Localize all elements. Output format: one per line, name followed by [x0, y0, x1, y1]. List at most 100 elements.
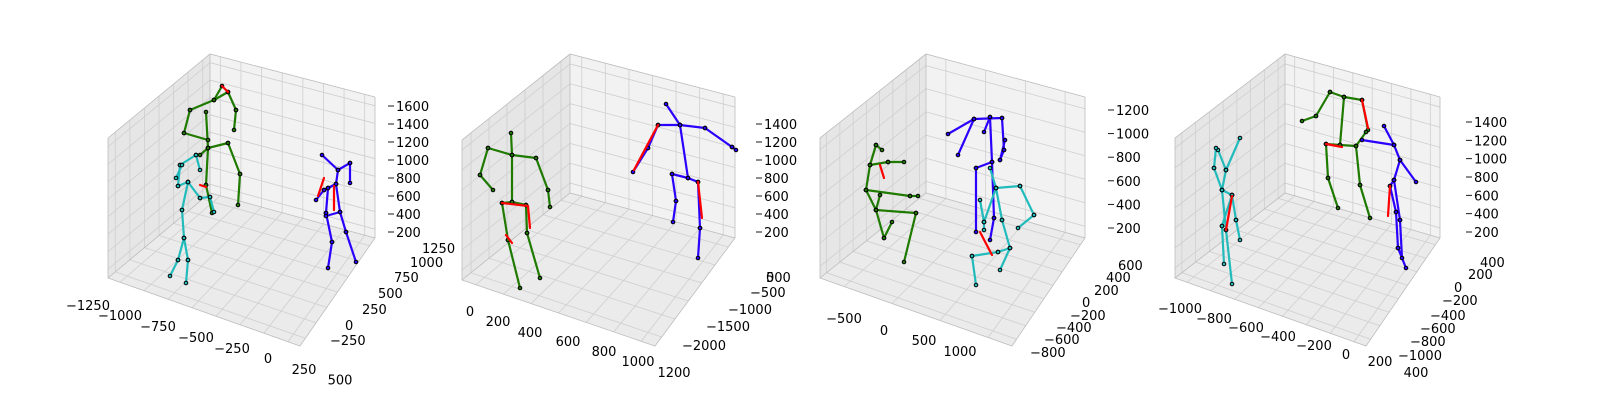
joint-marker [913, 210, 919, 216]
bone [1326, 176, 1340, 210]
x-tick-label: −400 [1260, 330, 1296, 345]
floor-grid-y [560, 199, 729, 248]
joint-marker [1221, 261, 1227, 267]
z-tick-label: 1200 [396, 136, 429, 151]
floor-grid-y [906, 208, 1072, 259]
bone [182, 236, 190, 262]
joint-marker [1395, 245, 1401, 251]
y-tick-label: −600 [1420, 322, 1456, 337]
joint-marker [205, 137, 211, 143]
y-tick-label: 600 [1118, 259, 1143, 274]
bone [206, 141, 230, 150]
bone [344, 230, 358, 264]
bone [326, 240, 334, 270]
back-grid-z [925, 65, 1086, 110]
joint-marker [981, 219, 987, 225]
z-tick-label: 400 [764, 208, 789, 223]
bone [546, 188, 552, 209]
bone [864, 188, 912, 198]
skeleton-person_c [167, 152, 217, 286]
side-grid-z [461, 182, 571, 271]
joint-marker [1219, 223, 1225, 229]
floor-grid-x [1353, 234, 1431, 342]
z-tick-label: 800 [764, 172, 789, 187]
back-grid-z [1284, 123, 1441, 168]
joint-marker [179, 162, 185, 168]
joint-marker [1359, 137, 1365, 143]
back-grid-z [1284, 103, 1441, 148]
joint-marker [973, 229, 979, 235]
joint-marker [231, 127, 237, 133]
joint-marker [729, 144, 735, 150]
x-tick-label: 500 [328, 374, 353, 389]
bone [316, 176, 326, 198]
joint-marker [989, 159, 995, 165]
side-grid-z [461, 123, 571, 211]
bone [534, 156, 550, 192]
joint-marker [969, 253, 975, 259]
bone [186, 180, 202, 200]
joint-marker [1327, 89, 1333, 95]
back-grid-z [925, 134, 1086, 180]
bone [878, 163, 886, 180]
joint-marker [901, 259, 907, 265]
y-tick-label: 200 [1094, 284, 1119, 299]
x-tick-label: 200 [486, 315, 511, 330]
side-grid-z [107, 131, 211, 218]
bone [678, 123, 707, 130]
joint-marker [1313, 113, 1319, 119]
bone [990, 160, 996, 220]
z-tick-label: 1200 [764, 136, 797, 151]
joint-marker [987, 237, 993, 243]
joint-marker [1015, 225, 1021, 231]
z-tick-label: 1200 [1474, 134, 1507, 149]
bone [182, 131, 210, 142]
x-tick-label: 1200 [657, 366, 690, 381]
bone [486, 146, 514, 157]
floor-grid-y [919, 197, 1081, 246]
joint-marker [185, 257, 191, 263]
bone [208, 195, 216, 214]
joint-marker [545, 187, 551, 193]
side-grid-z [819, 134, 927, 220]
y-tick-label: 400 [1480, 256, 1505, 271]
z-tick-label: 200 [1474, 226, 1499, 241]
joint-marker [537, 275, 543, 281]
bone [1212, 146, 1218, 170]
bone [1328, 90, 1346, 99]
joint-marker [1413, 179, 1419, 185]
joint-marker [1237, 135, 1243, 141]
joint-marker [333, 181, 339, 187]
joint-marker [1403, 265, 1409, 271]
joint-marker [235, 202, 241, 208]
joint-marker [1391, 177, 1397, 183]
bone [1354, 144, 1362, 187]
joint-marker [945, 131, 951, 137]
joint-marker [702, 125, 708, 131]
side-grid-z [1174, 182, 1286, 269]
x-tick-label: −750 [140, 320, 176, 335]
skeleton-person_b [313, 152, 359, 271]
bone [982, 186, 998, 224]
z-tick-label: 1200 [1116, 104, 1149, 119]
bone [182, 108, 192, 135]
joint-marker [987, 114, 993, 120]
x-tick-label: −250 [214, 342, 250, 357]
z-tick-label: 1000 [396, 154, 429, 169]
panel-4: 200400600800100012001400−1000−800−600−40… [1158, 53, 1507, 381]
back-grid-z [569, 83, 736, 128]
x-tick-label: −1000 [1158, 302, 1202, 317]
bone [204, 146, 210, 187]
bone [988, 115, 994, 164]
joint-marker [173, 175, 179, 181]
joint-marker [673, 198, 679, 204]
joint-marker [225, 140, 231, 146]
back-grid-z [209, 183, 376, 230]
bone [226, 90, 238, 112]
y-tick-label: −1500 [706, 320, 750, 335]
joint-marker [889, 219, 895, 225]
skeleton-person_c [969, 165, 1037, 288]
x-tick-label: 250 [292, 363, 317, 378]
joint-marker [329, 239, 335, 245]
